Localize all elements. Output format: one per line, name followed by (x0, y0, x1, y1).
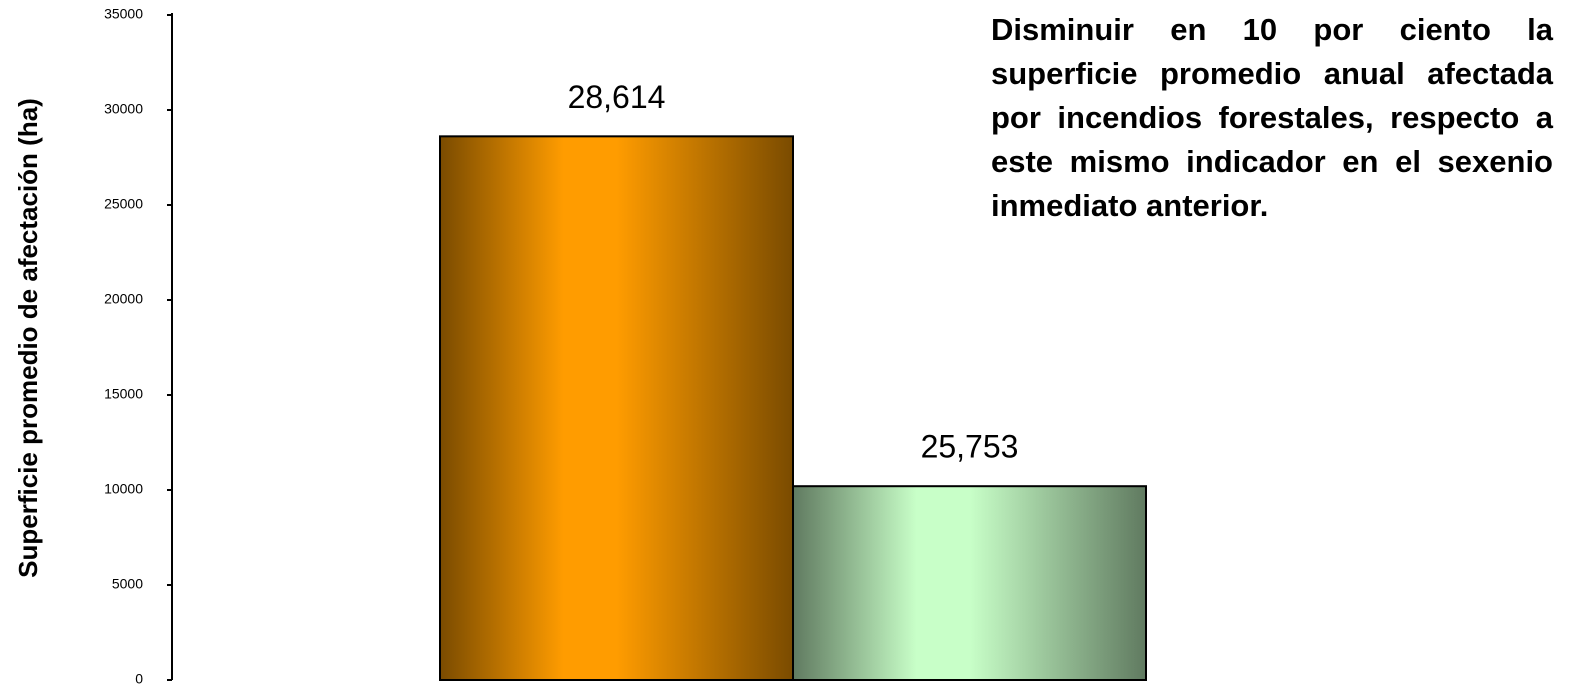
data-label: 28,614 (568, 79, 666, 115)
y-tick-label: 20000 (104, 291, 143, 307)
y-axis-title: Superficie promedio de afectación (ha) (13, 98, 43, 578)
y-tick-label: 15000 (104, 386, 143, 402)
y-tick-label: 0 (135, 671, 143, 687)
y-tick-label: 5000 (112, 576, 143, 592)
y-tick-label: 30000 (104, 101, 143, 117)
bar (792, 485, 1147, 682)
bar (439, 135, 794, 682)
annotation-text: Disminuir en 10 por ciento la superficie… (991, 12, 1553, 223)
y-tick-label: 10000 (104, 481, 143, 497)
y-tick-label: 35000 (104, 6, 143, 22)
y-tick-label: 25000 (104, 196, 143, 212)
data-label: 25,753 (921, 429, 1019, 465)
